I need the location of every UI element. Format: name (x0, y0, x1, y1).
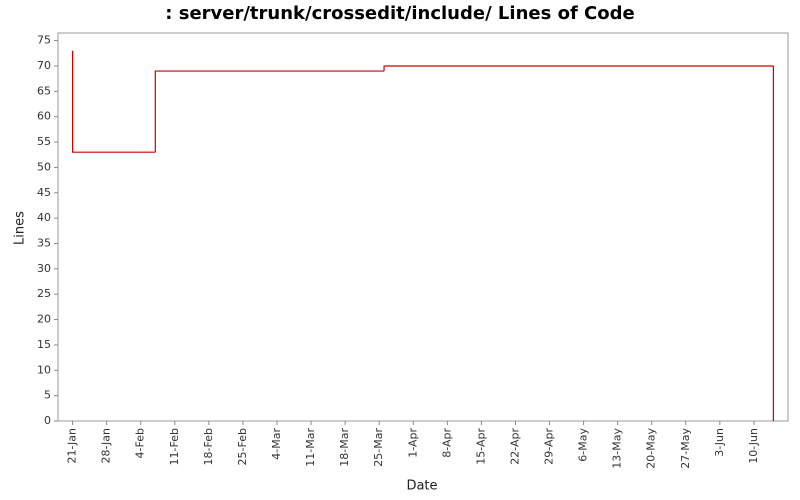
x-tick-label: 25-Feb (236, 428, 249, 465)
y-tick-label: 0 (44, 414, 51, 427)
y-tick-label: 35 (37, 236, 51, 249)
y-tick-label: 60 (37, 110, 51, 123)
plot-area (57, 32, 789, 422)
x-tick-label: 4-Mar (270, 428, 283, 460)
y-tick-label: 20 (37, 313, 51, 326)
x-axis-label: Date (406, 479, 437, 494)
y-tick-label: 70 (37, 59, 51, 72)
x-tick-label: 4-Feb (134, 428, 147, 458)
y-tick-label: 10 (37, 363, 51, 376)
x-tick-label: 18-Feb (202, 428, 215, 465)
x-tick-label: 10-Jun (747, 428, 760, 464)
x-tick-label: 25-Mar (372, 428, 385, 467)
x-tick-label: 27-May (679, 428, 692, 469)
x-tick-label: 11-Feb (168, 428, 181, 465)
chart-title: : server/trunk/crossedit/include/ Lines … (165, 3, 634, 24)
y-tick-label: 15 (37, 338, 51, 351)
y-tick-label: 50 (37, 160, 51, 173)
x-tick-label: 8-Apr (440, 428, 453, 458)
x-tick-label: 20-May (645, 428, 658, 469)
step-segment (154, 70, 385, 153)
y-tick-label: 25 (37, 287, 51, 300)
x-tick-label: 6-May (577, 428, 590, 462)
y-tick-label: 65 (37, 84, 51, 97)
x-tick-label: 13-May (611, 428, 624, 469)
step-segment (72, 50, 156, 153)
y-tick-label: 40 (37, 211, 51, 224)
y-tick-label: 45 (37, 186, 51, 199)
x-tick-label: 15-Apr (474, 428, 487, 465)
y-tick-label: 30 (37, 262, 51, 275)
x-tick-label: 11-Mar (304, 428, 317, 467)
x-tick-label: 29-Apr (543, 428, 556, 465)
step-segment (383, 65, 774, 72)
x-tick-label: 1-Apr (406, 428, 419, 458)
x-tick-label: 21-Jan (66, 428, 79, 464)
x-tick-label: 18-Mar (338, 428, 351, 467)
y-tick-label: 75 (37, 34, 51, 47)
y-tick-label: 55 (37, 135, 51, 148)
y-tick-label: 5 (44, 389, 51, 402)
y-axis-label: Lines (13, 211, 28, 245)
x-tick-label: 28-Jan (100, 428, 113, 464)
x-tick-label: 3-Jun (713, 428, 726, 457)
x-tick-label: 22-Apr (508, 428, 521, 465)
